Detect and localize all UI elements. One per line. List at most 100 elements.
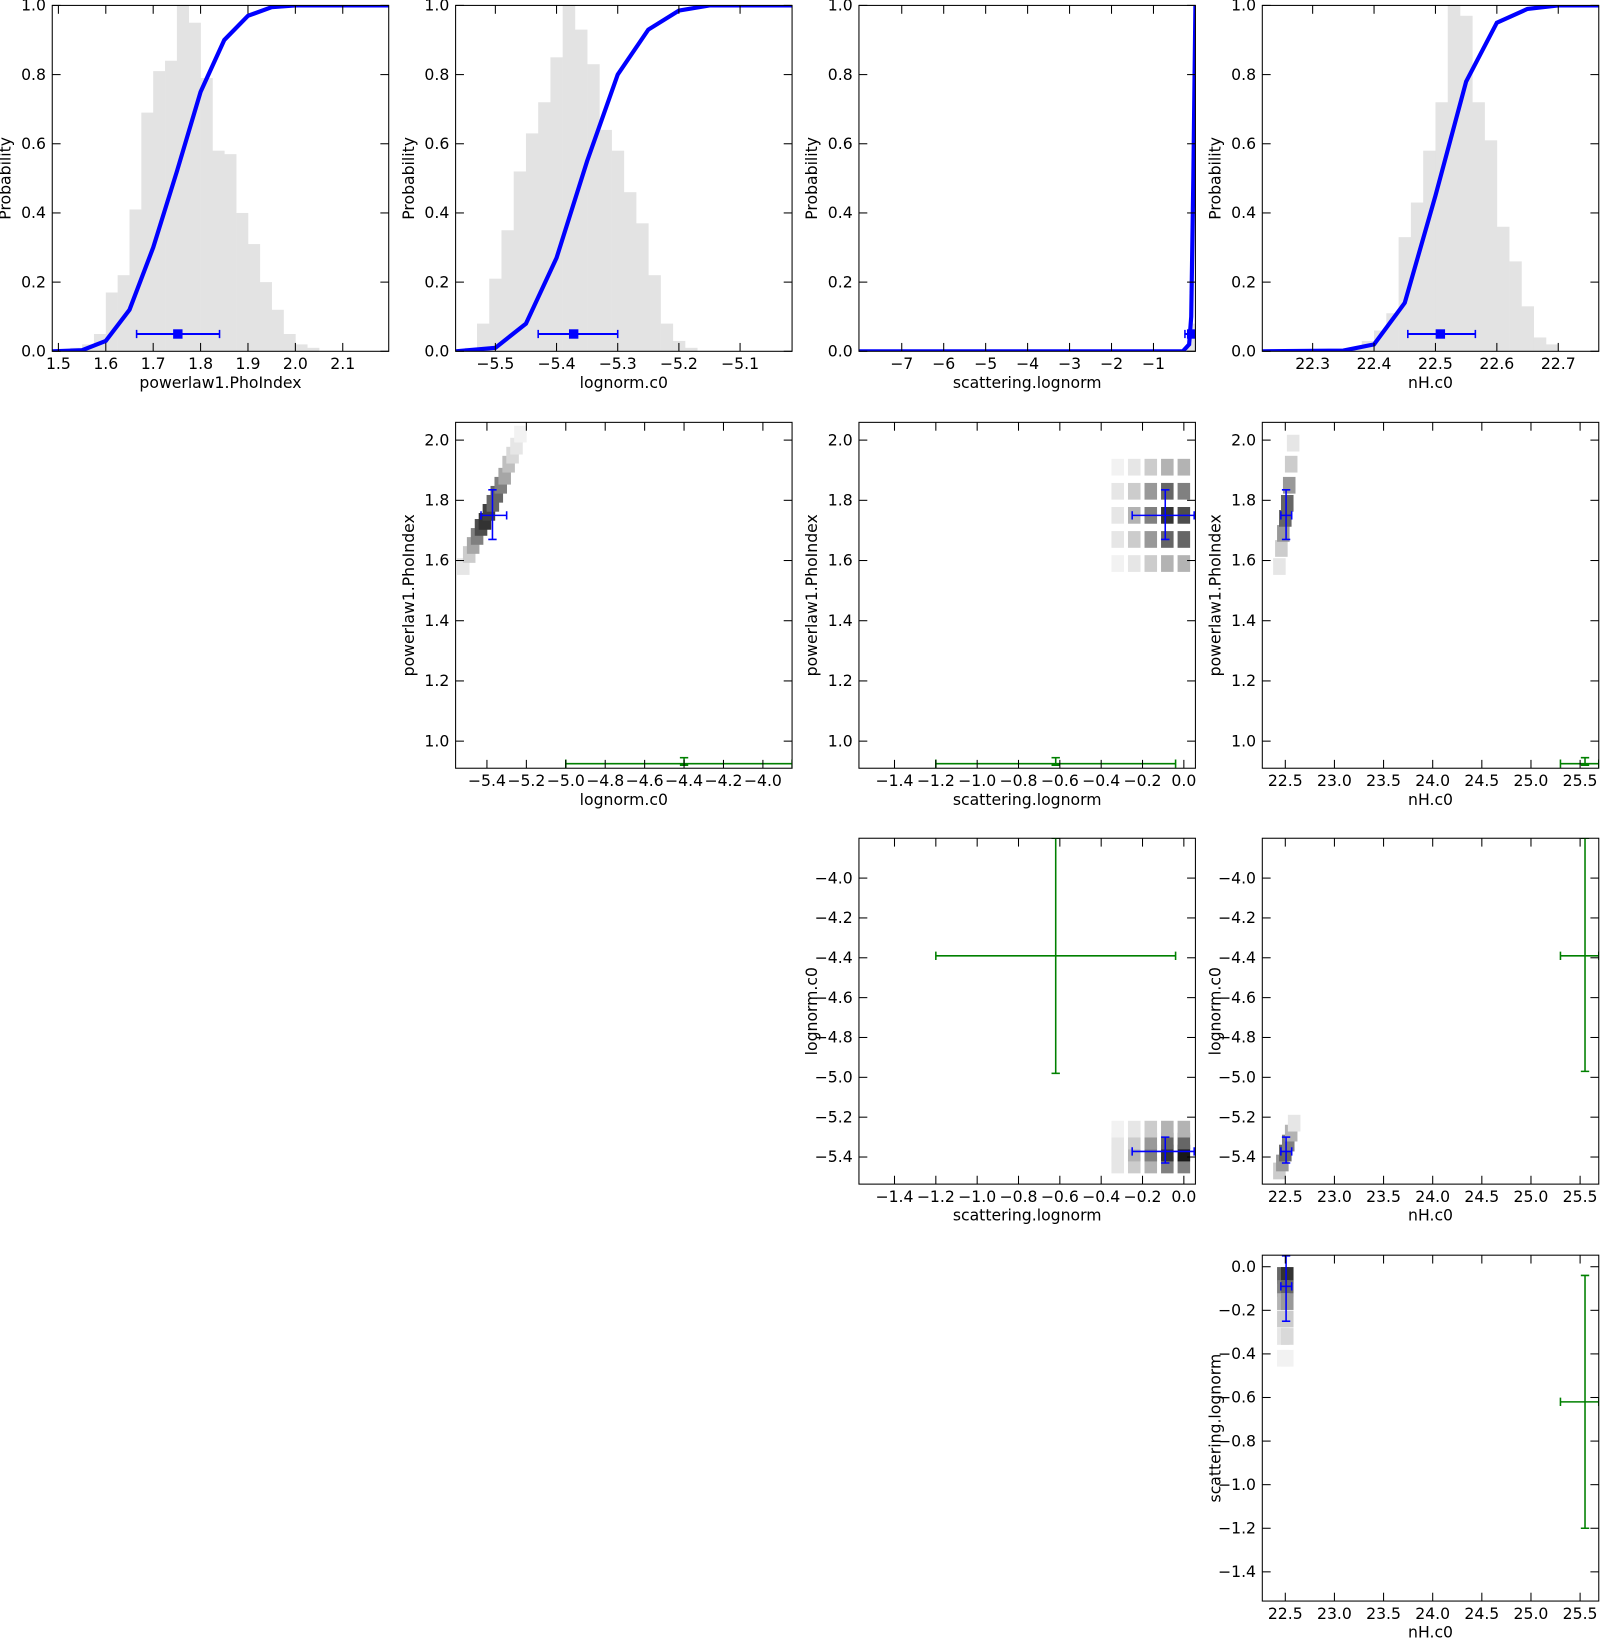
errorbar-point: [568, 329, 579, 339]
plot-area: [52, 5, 389, 352]
y-tick-label: 0.8: [424, 65, 449, 84]
y-axis-label: lognorm.c0: [1206, 967, 1225, 1055]
hist-bar: [685, 347, 698, 352]
x-tick-label: 22.6: [1479, 354, 1514, 373]
axes-frame: [858, 421, 1196, 769]
density-cell: [1111, 482, 1124, 500]
y-tick-label: 1.6: [828, 551, 853, 570]
density-cell: [1286, 434, 1300, 452]
x-tick-label: 25.0: [1514, 1604, 1549, 1623]
x-tick-label: −0.4: [1082, 1187, 1120, 1206]
hist-bar: [165, 60, 178, 352]
y-tick-label: −4.4: [815, 948, 853, 967]
density-cell: [1177, 555, 1191, 572]
hist-bar: [1447, 5, 1461, 352]
density-cell: [1287, 1114, 1301, 1132]
plot-area: [1277, 1255, 1599, 1530]
density-cell: [1177, 482, 1191, 500]
plot-area: [935, 458, 1195, 768]
hist-bar: [212, 150, 225, 352]
density-cell: [1161, 482, 1174, 500]
y-axis-label: Probability: [802, 137, 821, 220]
y-tick-label: 0.4: [828, 203, 853, 222]
x-axis-label: scattering.lognorm: [953, 373, 1102, 392]
x-tick-label: 25.0: [1514, 1187, 1549, 1206]
hist-bar: [271, 309, 284, 352]
y-tick-label: 1.0: [21, 0, 46, 15]
x-axis-label: lognorm.c0: [580, 373, 668, 392]
hist-bar: [1410, 202, 1424, 352]
cdf-line: [455, 5, 793, 352]
x-tick-label: 22.5: [1268, 1187, 1303, 1206]
x-tick-label: −4.4: [665, 771, 703, 790]
y-tick-label: 1.0: [828, 0, 853, 15]
y-tick-label: −4.6: [1218, 988, 1256, 1007]
y-tick-label: 1.2: [828, 671, 853, 690]
y-tick-label: 1.8: [1231, 491, 1256, 510]
x-tick-label: 23.0: [1317, 1604, 1352, 1623]
y-tick-label: 0.8: [828, 65, 853, 84]
x-tick-label: 1.8: [188, 354, 213, 373]
plot-area: [935, 838, 1195, 1174]
x-tick-label: 1.6: [93, 354, 118, 373]
y-tick-label: −4.8: [815, 1028, 853, 1047]
y-tick-label: 1.0: [1231, 731, 1256, 750]
y-tick-label: 1.4: [424, 611, 449, 630]
y-tick-label: 1.8: [424, 491, 449, 510]
y-tick-label: 0.8: [1231, 65, 1256, 84]
density-cell: [1280, 1267, 1294, 1284]
y-tick-label: −4.2: [1218, 908, 1256, 927]
panel: −7 −6 −5 −4 −3 −2 −1 0.0 0.2 0.4 0.6 0.8 1.0 scatteri…: [802, 0, 1196, 392]
plot-area: [858, 5, 1196, 352]
y-tick-label: −1.2: [1218, 1518, 1256, 1537]
x-tick-label: −6: [932, 354, 955, 373]
x-tick-label: 1.9: [236, 354, 261, 373]
x-tick-label: 24.5: [1464, 1604, 1499, 1623]
hist-bar: [550, 57, 563, 352]
x-axis-label: powerlaw1.PhoIndex: [139, 373, 301, 392]
density-cell: [1127, 482, 1141, 500]
hist-bar: [141, 112, 154, 352]
hist-bar: [477, 323, 490, 352]
x-axis-label: nH.c0: [1408, 790, 1453, 809]
x-tick-label: 22.5: [1268, 1604, 1303, 1623]
hist-bar: [574, 29, 588, 352]
hist-bar: [259, 282, 272, 352]
hist-bar: [153, 71, 166, 352]
density-cell: [1161, 555, 1174, 572]
y-tick-label: 0.0: [21, 342, 46, 361]
hist-bar: [501, 230, 515, 352]
x-tick-label: 23.5: [1366, 771, 1401, 790]
y-tick-label: 0.2: [21, 272, 46, 291]
hist-bar: [599, 129, 612, 352]
y-tick-label: 1.6: [1231, 551, 1256, 570]
hist-bar: [176, 5, 190, 352]
x-tick-label: −1: [1142, 354, 1165, 373]
y-tick-label: 0.2: [1231, 272, 1256, 291]
y-tick-label: 1.4: [1231, 611, 1256, 630]
density-cell: [1280, 1349, 1294, 1367]
errorbar-point: [1435, 329, 1446, 339]
y-tick-label: 1.0: [1231, 0, 1256, 15]
hist-bar: [489, 278, 502, 352]
panel: 1.5 1.6 1.7 1.8 1.9 2.0 2.1 0.0 0.2 0.4 0.6 0.8 1.0 p…: [0, 0, 390, 392]
x-tick-label: −4.0: [744, 771, 782, 790]
y-tick-label: −0.2: [1218, 1301, 1256, 1320]
cdf-line: [1262, 5, 1599, 352]
x-tick-label: −4.2: [704, 771, 742, 790]
density-cell: [1177, 1120, 1191, 1138]
x-tick-label: 25.5: [1563, 1187, 1598, 1206]
x-tick-label: −5.4: [468, 771, 506, 790]
axes-frame: [455, 421, 793, 769]
hist-bar: [1187, 344, 1192, 352]
axes-frame: [1261, 421, 1600, 769]
x-tick-label: 22.4: [1357, 354, 1392, 373]
plot-area: [457, 425, 793, 768]
density-cell: [1284, 455, 1298, 473]
cdf-line: [858, 5, 1196, 352]
x-tick-label: 22.7: [1541, 354, 1576, 373]
panel: 22.3 22.4 22.5 22.6 22.7 0.0 0.2 0.4 0.6 0.8 1.0 nH…: [1206, 0, 1600, 392]
hist-bar: [660, 323, 674, 352]
y-tick-label: −4.4: [1218, 948, 1256, 967]
